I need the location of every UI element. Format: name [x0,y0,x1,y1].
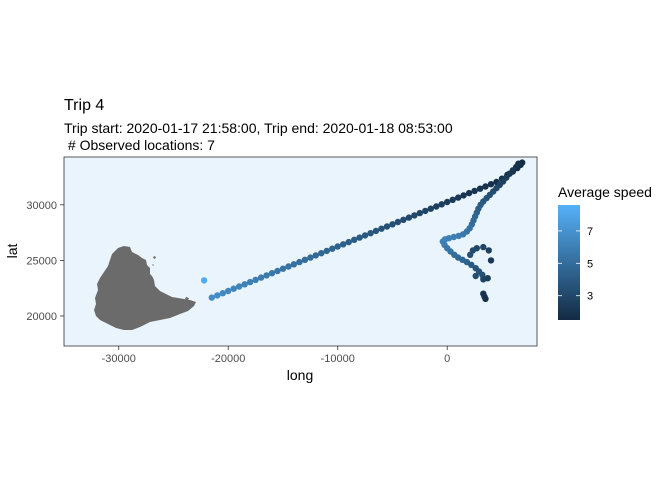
data-point [472,272,479,280]
y-axis-title: lat [4,244,20,259]
islet-1 [153,256,156,259]
y-axis: 20000 25000 30000 [26,200,64,323]
legend: Average speed 3 5 7 [558,184,652,320]
islet-2 [152,264,154,266]
data-point [236,283,243,290]
data-point [345,238,352,246]
x-axis-title: long [287,367,313,383]
x-tick-label: -10000 [321,353,355,365]
data-point [208,294,215,301]
data-point [290,261,298,268]
data-point [389,221,396,228]
data-point [372,227,380,235]
legend-tick-label: 5 [587,258,593,270]
data-point [444,198,451,206]
data-point [356,234,363,241]
data-point [460,192,467,199]
trip-points [200,159,526,302]
chart-title: Trip 4 [64,97,104,114]
data-point [394,218,402,226]
legend-ticks: 3 5 7 [558,226,593,303]
data-point [285,263,292,270]
data-point [383,223,391,230]
data-point [246,278,254,286]
data-point [279,265,287,272]
legend-colorbar [558,205,580,320]
islet-3 [185,297,189,300]
x-tick-label: -30000 [102,353,136,365]
island-shape [94,246,196,330]
data-point [329,245,336,252]
data-point [467,251,474,258]
data-point [318,250,325,257]
data-point [307,254,314,261]
data-point [468,261,475,268]
data-point [422,207,429,215]
landmass [94,246,196,330]
data-point [241,281,248,288]
data-point [214,292,221,299]
data-point [257,274,265,281]
data-point [367,230,374,237]
data-point [405,214,413,221]
data-point [225,287,232,295]
data-point [482,183,489,190]
y-tick-label: 25000 [26,255,57,267]
y-tick-label: 30000 [26,200,57,212]
data-point [427,205,434,212]
y-tick-label: 20000 [26,311,57,323]
data-point [301,256,309,263]
data-point [485,247,492,254]
legend-tick-label: 3 [587,291,593,303]
data-point [480,243,487,251]
data-point [334,243,341,250]
legend-title: Average speed [558,184,652,200]
data-point [487,181,495,188]
data-point [416,209,423,217]
data-point [296,258,303,266]
data-point [476,185,484,192]
data-point [487,257,495,264]
data-point [263,272,270,279]
data-point [323,247,330,255]
data-point [361,232,369,239]
data-point [351,236,358,243]
x-tick-label: -20000 [211,353,245,365]
x-axis: -30000 -20000 -10000 0 [102,346,450,365]
data-point [471,187,478,195]
chart-subtitle-observed: # Observed locations: 7 [64,137,215,153]
data-point [312,252,319,259]
data-point [268,270,276,277]
data-point [433,203,440,210]
data-point [482,295,489,302]
data-point [252,276,259,284]
data-point [450,233,457,241]
data-point [411,212,418,219]
data-point [230,285,237,292]
data-point [484,275,491,282]
data-point [465,189,473,197]
data-point [438,201,445,208]
data-point [200,277,208,284]
data-point [455,232,462,240]
data-point [455,194,462,201]
chart-subtitle: Trip start: 2020-01-17 21:58:00, Trip en… [64,120,453,136]
data-point [219,290,226,297]
data-point [378,225,385,232]
data-point [340,241,347,248]
data-point [449,196,456,203]
data-point [400,216,407,223]
x-tick-label: 0 [444,353,450,365]
legend-tick-label: 7 [587,226,593,238]
data-point [274,267,281,275]
